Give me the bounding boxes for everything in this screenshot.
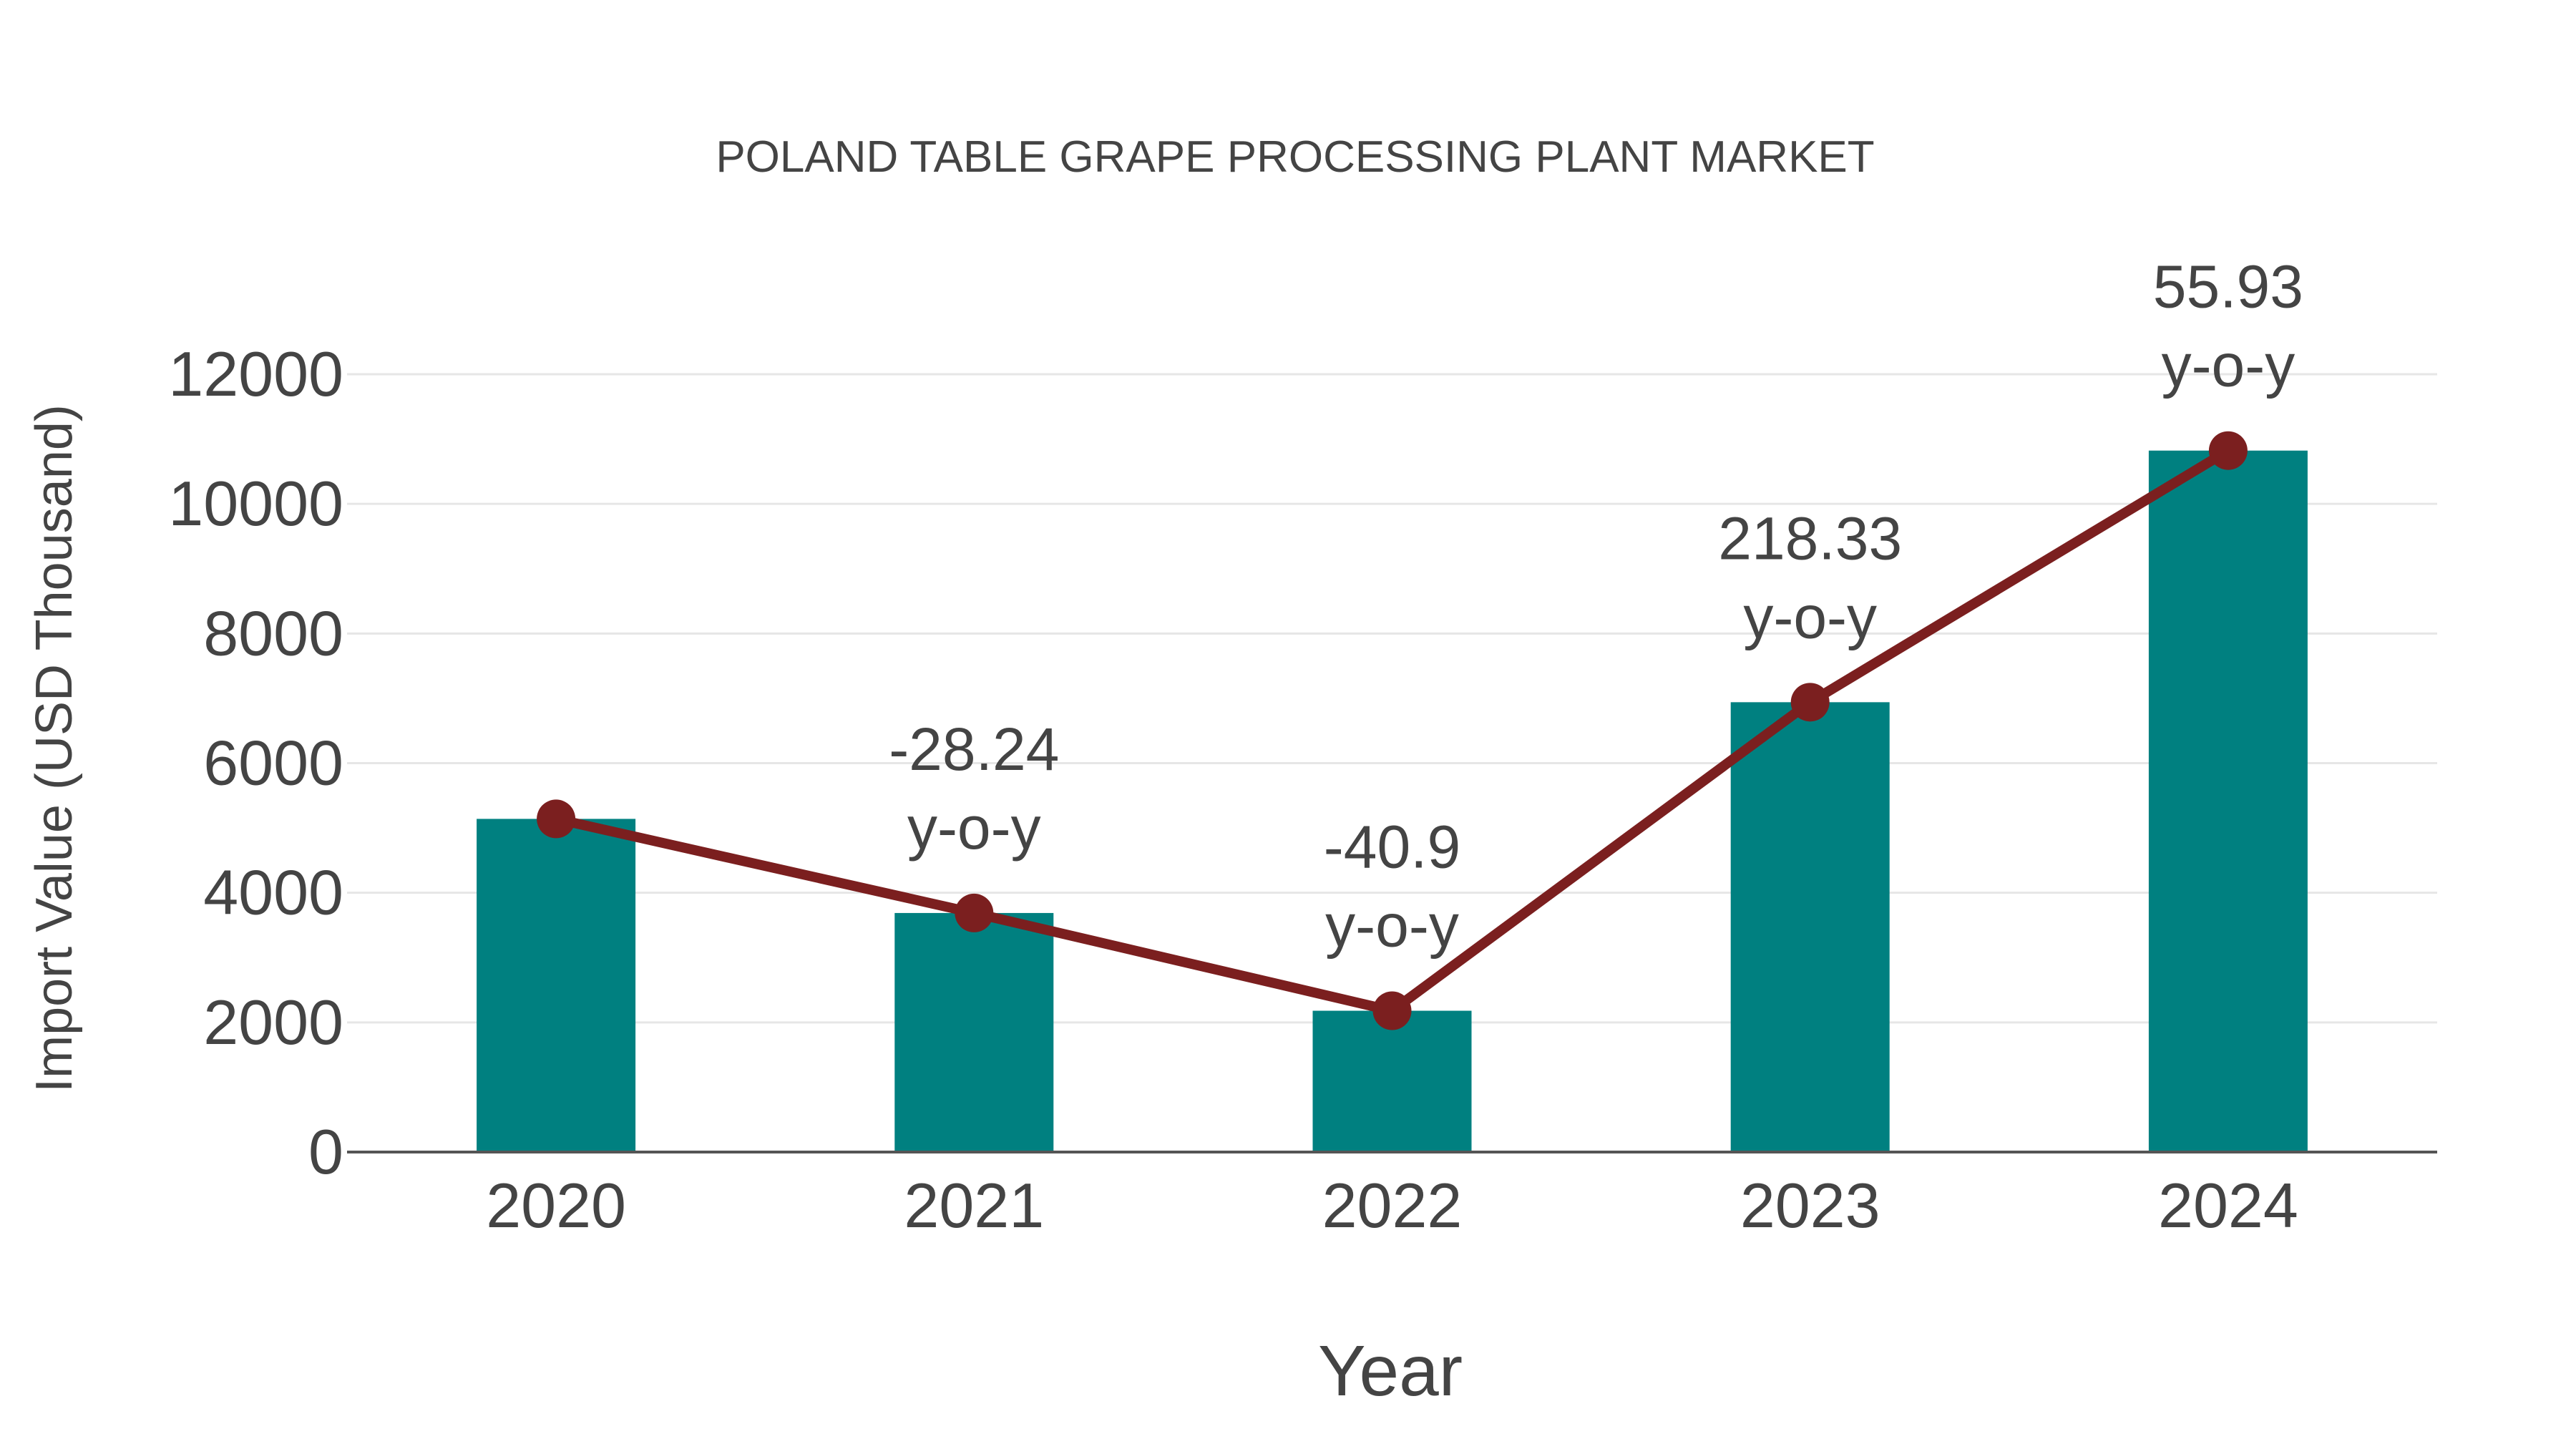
yoy-value: 218.33 [1718, 504, 1902, 572]
x-axis-ticks: 2020 2021 2022 2023 2024 [486, 1170, 2298, 1241]
x-tick-label: 2020 [486, 1170, 626, 1241]
bar-2023 [1730, 702, 1890, 1152]
y-tick-label: 4000 [203, 857, 343, 928]
y-tick-label: 2000 [203, 987, 343, 1058]
bar-series [477, 450, 2308, 1152]
y-tick-label: 10000 [168, 468, 343, 539]
yoy-value: 55.93 [2153, 253, 2303, 321]
chart-title: POLAND TABLE GRAPE PROCESSING PLANT MARK… [716, 132, 1874, 182]
x-tick-label: 2021 [904, 1170, 1044, 1241]
yoy-label: y-o-y [907, 794, 1041, 862]
trend-marker [2208, 431, 2248, 470]
trend-marker [1372, 991, 1412, 1030]
bar-2024 [2148, 450, 2308, 1152]
line-series [537, 431, 2248, 1030]
bar-2020 [477, 819, 636, 1152]
y-tick-label: 12000 [168, 338, 343, 409]
trend-marker [1790, 683, 1830, 722]
y-axis-title: Import Value (USD Thousand) [26, 404, 83, 1093]
trend-marker [537, 799, 576, 839]
x-tick-label: 2022 [1322, 1170, 1463, 1241]
gridlines [347, 373, 2437, 1024]
y-tick-label: 8000 [203, 597, 343, 668]
yoy-value: -28.24 [889, 716, 1059, 783]
bar-2022 [1312, 1010, 1472, 1152]
y-tick-label: 0 [308, 1116, 343, 1187]
yoy-label: y-o-y [1743, 583, 1877, 650]
yoy-value: -40.9 [1324, 814, 1460, 881]
y-tick-label: 6000 [203, 728, 343, 799]
x-axis-title: Year [1318, 1331, 1463, 1411]
x-tick-label: 2023 [1740, 1170, 1880, 1241]
yoy-label: y-o-y [2162, 332, 2296, 399]
yoy-label: y-o-y [1325, 892, 1459, 960]
trend-marker [955, 893, 994, 932]
x-tick-label: 2024 [2158, 1170, 2298, 1241]
yoy-annotations: -28.24 y-o-y -40.9 y-o-y 218.33 y-o-y 55.93 y-o… [889, 253, 2303, 960]
bar-2021 [894, 912, 1054, 1152]
y-axis-ticks: 0 2000 4000 6000 8000 10000 12000 [168, 338, 343, 1187]
